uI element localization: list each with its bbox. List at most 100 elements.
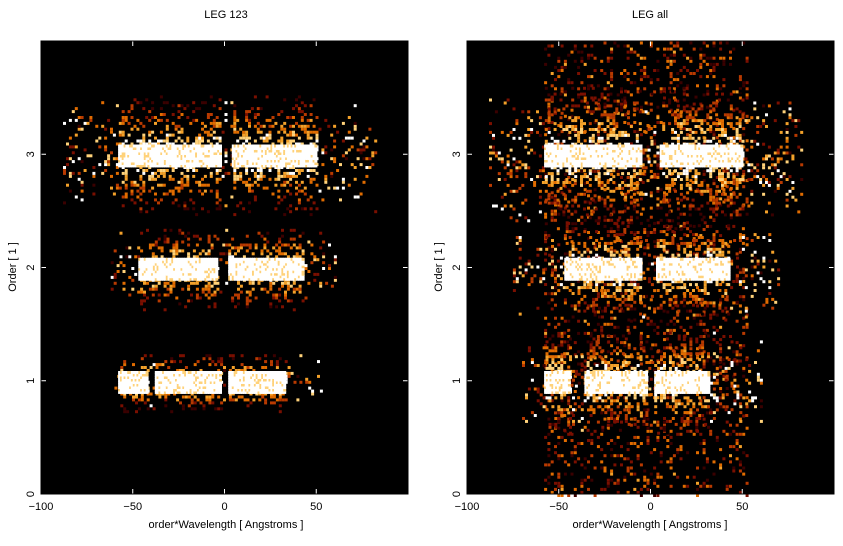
heatmap-cell [263,288,266,291]
heatmap-cell [131,279,134,282]
heatmap-cell [311,390,314,393]
heatmap-cell [158,299,161,302]
heatmap-cell [208,401,211,404]
heatmap-cell [198,190,201,193]
heatmap-cell [374,151,377,154]
heatmap-cell [365,175,368,178]
heatmap-cell [167,366,170,369]
heatmap-cell [231,238,234,241]
heatmap-cell [178,116,181,119]
heatmap-cell [139,178,142,181]
heatmap-cell [216,122,219,125]
heatmap-cell [158,294,161,297]
heatmap-cell [181,232,184,235]
heatmap-cell [131,128,134,131]
heatmap-cell [255,246,258,249]
heatmap-cell [292,107,295,110]
heatmap-cell [551,121,554,124]
heatmap-cell [266,119,269,122]
heatmap-cell [554,66,557,69]
heatmap-cell [170,229,173,232]
heatmap-cell [613,317,616,320]
heatmap-cell [285,360,288,363]
heatmap-cell [208,357,211,360]
heatmap-cell [277,113,280,116]
heatmap-cell [277,190,280,193]
heatmap-cell [610,473,613,476]
heatmap-cell [245,181,248,184]
heatmap-cell [357,196,360,199]
heatmap-cell [551,191,554,194]
heatmap-cell [139,198,142,201]
heatmap-cell [249,299,252,302]
heatmap-cell [183,175,186,178]
heatmap-cell [293,238,296,241]
heatmap-cell [239,172,242,175]
heatmap-cell [298,201,301,204]
heatmap-cell [551,210,554,213]
heatmap-cell [151,172,154,175]
heatmap-cell [296,288,299,291]
heatmap-cell [75,107,78,110]
heatmap-cell [289,131,292,134]
heatmap-cell [351,163,354,166]
y-tick-label: 0 [25,491,37,497]
heatmap-cell [577,457,580,460]
heatmap-cell [225,204,228,207]
heatmap-cell [571,213,574,216]
heatmap-cell [231,308,234,311]
heatmap-cell [360,148,363,151]
heatmap-cell [208,297,211,300]
heatmap-cell [210,122,213,125]
heatmap-cell [95,140,98,143]
heatmap-cell [250,401,253,404]
heatmap-cell [270,396,273,399]
heatmap-cell [584,219,587,222]
heatmap-cell [567,329,570,332]
heatmap-cell [204,190,207,193]
heatmap-cell [564,320,567,323]
heatmap-cell [205,285,208,288]
heatmap-cell [170,305,173,308]
heatmap-cell [269,137,272,140]
heatmap-cell [122,181,125,184]
heatmap-cell [587,231,590,234]
heatmap-cell [125,246,128,249]
heatmap-cell [122,110,125,113]
heatmap-cell [151,95,154,98]
heatmap-cell [604,42,607,45]
heatmap-cell [567,421,570,424]
heatmap-cell [214,407,217,410]
heatmap-cell [172,122,175,125]
heatmap-cell [214,302,217,305]
heatmap-cell [172,246,175,249]
heatmap-cell [178,229,181,232]
heatmap-cell [234,305,237,308]
heatmap-cell [243,244,246,247]
heatmap-cell [333,187,336,190]
heatmap-cell [324,175,327,178]
heatmap-cell [104,160,107,163]
heatmap-cell [216,181,219,184]
heatmap-cell [594,329,597,332]
heatmap-cell [322,255,325,258]
heatmap-cell [237,302,240,305]
heatmap-cell [289,193,292,196]
heatmap-cell [314,145,317,148]
heatmap-cell [235,398,238,401]
heatmap-cell [248,184,251,187]
heatmap-cell [607,81,610,84]
heatmap-cell [148,140,151,143]
heatmap-cell [263,246,266,249]
heatmap-cell [167,238,170,241]
heatmap-cell [301,181,304,184]
heatmap-cell [161,246,164,249]
heatmap-cell [222,244,225,247]
heatmap-cell [230,125,233,128]
heatmap-cell [594,194,597,197]
heatmap-cell [195,169,198,172]
heatmap-cell [135,396,138,399]
heatmap-cell [298,198,301,201]
heatmap-cell [167,288,170,291]
heatmap-cell [223,369,226,372]
